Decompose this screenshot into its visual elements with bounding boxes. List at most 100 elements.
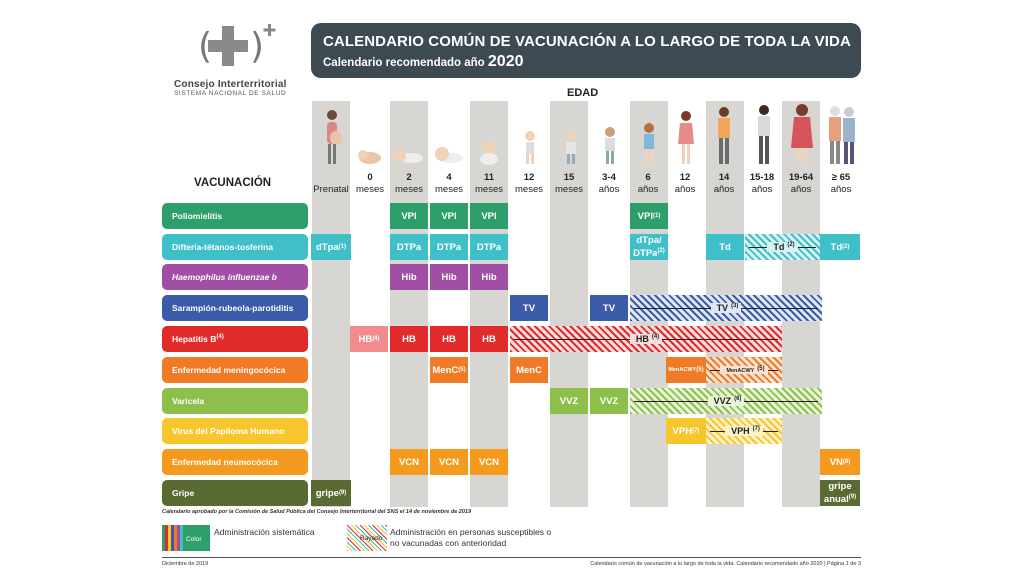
cell-polio-4m: VPI bbox=[430, 203, 468, 229]
cell-gripe-65y: gripe anual(9) bbox=[820, 480, 860, 506]
band-label: MenACWY (5) bbox=[706, 357, 782, 383]
age-bottom: años bbox=[713, 184, 735, 195]
cell-vph-12y: VPH (7) bbox=[666, 418, 706, 444]
age-column-11m: 11 meses bbox=[469, 172, 509, 196]
footnote-ref: (2) bbox=[787, 242, 795, 248]
footnote-ref: (4) bbox=[651, 334, 660, 340]
age-column-3-4y: 3-4 años bbox=[589, 172, 629, 196]
cell-dtpa-4m: DTPa bbox=[430, 234, 468, 260]
cell-vvz-3-4y: VVZ bbox=[590, 388, 628, 414]
column-stripe bbox=[312, 101, 350, 507]
footnote-ref: (3) bbox=[731, 303, 739, 309]
cell-polio-6y: VPI (1) bbox=[630, 203, 668, 229]
band-text-value: Td bbox=[773, 242, 785, 252]
cell-text: MenC bbox=[432, 364, 459, 376]
cell-menc-12m: MenC bbox=[510, 357, 548, 383]
cell-polio-2m: VPI bbox=[390, 203, 428, 229]
footnote-ref: (8) bbox=[842, 458, 851, 465]
age-column-15-18y: 15-18 años bbox=[742, 172, 782, 196]
cell-text: VPI bbox=[637, 210, 653, 222]
age-column-0m: 0 meses bbox=[350, 172, 390, 196]
cell-dtpa-6y: dTpa/DTPa(2) bbox=[630, 234, 668, 260]
pregnant-woman-icon bbox=[322, 108, 342, 171]
footer-divider bbox=[162, 557, 861, 558]
age-column-15m: 15 meses bbox=[549, 172, 589, 196]
toddler-15m-icon bbox=[561, 130, 581, 171]
row-label-neumo: Enfermedad neumocócica bbox=[162, 449, 308, 475]
footer-date: Diciembre de 2019 bbox=[162, 561, 209, 567]
row-label-hepb: Hepatitis B(4) bbox=[162, 326, 308, 352]
footnote-ref: (9) bbox=[338, 489, 347, 496]
page-subtitle: Calendario recomendado año 2020 bbox=[323, 53, 849, 71]
band-text: TV (3) bbox=[710, 303, 742, 313]
row-label-polio: Poliomielitis bbox=[162, 203, 308, 229]
vaccine-column-title: VACUNACIÓN bbox=[194, 177, 272, 189]
toddler-12m-icon bbox=[520, 130, 540, 171]
cell-text-line1: dTpa/ bbox=[636, 234, 662, 246]
footnote-ref: (1) bbox=[652, 212, 661, 219]
age-column-12m: 12 meses bbox=[509, 172, 549, 196]
cell-menc-4m: MenC (5) bbox=[430, 357, 468, 383]
logo-mark: ( ) bbox=[198, 22, 278, 74]
age-top: 6 bbox=[645, 172, 651, 183]
band-label: VVZ (6) bbox=[630, 388, 822, 414]
band-label: VPH (7) bbox=[706, 418, 782, 444]
legend-systematic-text: Administración sistemática bbox=[214, 527, 315, 537]
baby-2m-icon bbox=[394, 147, 424, 170]
age-bottom: años bbox=[598, 184, 620, 195]
age-column-14y: 14 años bbox=[705, 172, 743, 196]
row-label-vph: Virus del Papiloma Humano bbox=[162, 418, 308, 444]
cell-text-line1: gripe bbox=[828, 480, 852, 492]
band-menacwy: MenACWY (5) bbox=[706, 357, 782, 383]
cell-text-line2: DTPa bbox=[633, 248, 658, 260]
footnote-ref: (2) bbox=[842, 243, 850, 250]
cell-hib-2m: Hib bbox=[390, 264, 428, 290]
band-label: Td (2) bbox=[745, 234, 820, 260]
footnote-ref: (9) bbox=[848, 493, 857, 500]
band-vph: VPH (7) bbox=[706, 418, 782, 444]
age-column-12y: 12 años bbox=[666, 172, 704, 196]
row-label-meningo: Enfermedad meningocócica bbox=[162, 357, 308, 383]
band-td-adult: Td (2) bbox=[745, 234, 820, 260]
age-top: 15 bbox=[563, 172, 575, 183]
row-label-mmr: Sarampión-rubeola-parotiditis bbox=[162, 295, 308, 321]
cell-text: VN bbox=[829, 456, 843, 468]
age-column-19-64y: 19-64 años bbox=[780, 172, 822, 196]
cell-tv-3-4y: TV bbox=[590, 295, 628, 321]
column-stripe bbox=[390, 101, 428, 507]
logo-name: Consejo Interterritorial bbox=[174, 79, 287, 90]
legend-hatch-label: Rayado bbox=[360, 535, 383, 542]
band-text-value: VVZ bbox=[713, 396, 732, 406]
age-top: ≥ 65 bbox=[831, 172, 851, 183]
band-vvz: VVZ (6) bbox=[630, 388, 822, 414]
age-bottom: meses bbox=[356, 184, 384, 195]
age-bottom: años bbox=[790, 184, 812, 195]
cell-gripe-prenatal: gripe (9) bbox=[311, 480, 351, 506]
footer-page-info: Calendario común de vacunación a lo larg… bbox=[590, 561, 861, 567]
cell-menacwy-12y: MenACWY (5) bbox=[666, 357, 706, 383]
age-top: 0 bbox=[367, 172, 373, 183]
cell-vcn-2m: VCN bbox=[390, 449, 428, 475]
cell-hb-2m: HB bbox=[390, 326, 428, 352]
newborn-icon bbox=[357, 148, 383, 171]
legend-hatch-text-2: no vacunadas con anterioridad bbox=[390, 538, 507, 548]
band-hb: HB (4) bbox=[510, 326, 782, 352]
cell-tv-12m: TV bbox=[510, 295, 548, 321]
cell-text: MenACWY bbox=[668, 366, 697, 373]
cell-text: VPH bbox=[672, 425, 693, 437]
row-label-text: Hepatitis B bbox=[172, 334, 217, 344]
age-top: 15-18 bbox=[749, 172, 775, 183]
cell-text: gripe bbox=[315, 487, 339, 499]
footnote-ref: (1) bbox=[338, 243, 347, 250]
age-top: 12 bbox=[523, 172, 535, 183]
cell-text: HB bbox=[358, 333, 373, 345]
footnote-ref: (4) bbox=[372, 335, 380, 342]
age-column-65y: ≥ 65 años bbox=[820, 172, 862, 196]
band-text: VPH (7) bbox=[725, 426, 763, 436]
subtitle-year: 2020 bbox=[487, 53, 524, 70]
age-bottom: años bbox=[751, 184, 773, 195]
svg-text:(: ( bbox=[198, 26, 212, 67]
age-bottom: meses bbox=[435, 184, 463, 195]
footnote-ref: (4) bbox=[216, 334, 224, 341]
age-bottom: meses bbox=[475, 184, 503, 195]
